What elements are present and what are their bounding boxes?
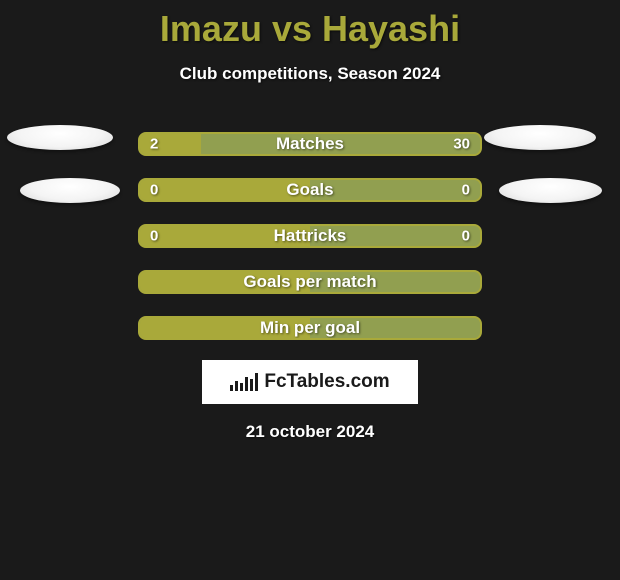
stat-label: Min per goal — [140, 318, 480, 338]
player-oval — [484, 125, 596, 150]
stat-row: Matches2 30 — [138, 132, 482, 156]
stat-bar: Matches2 30 — [138, 132, 482, 156]
stat-left-value: 0 — [150, 228, 158, 245]
stat-row: Goals0 0 — [138, 178, 482, 202]
logo-box: FcTables.com — [202, 360, 418, 404]
stat-right-value: 30 — [453, 136, 470, 153]
page-title: Imazu vs Hayashi — [0, 0, 620, 50]
stat-right-value: 0 — [462, 182, 470, 199]
player-oval — [499, 178, 602, 203]
stat-label: Goals — [140, 180, 480, 200]
logo-text: FcTables.com — [264, 371, 389, 393]
player-oval — [20, 178, 120, 203]
stat-left-value: 2 — [150, 136, 158, 153]
date-text: 21 october 2024 — [0, 422, 620, 442]
stat-label: Hattricks — [140, 226, 480, 246]
stat-bar: Min per goal — [138, 316, 482, 340]
stat-label: Goals per match — [140, 272, 480, 292]
stat-right-value: 0 — [462, 228, 470, 245]
stat-bar: Goals per match — [138, 270, 482, 294]
subtitle: Club competitions, Season 2024 — [0, 64, 620, 84]
stats-area: Matches230Goals00Hattricks00Goals per ma… — [138, 132, 482, 340]
stat-bar: Hattricks0 0 — [138, 224, 482, 248]
stat-row: Min per goal — [138, 316, 482, 340]
comparison-container: Imazu vs Hayashi Club competitions, Seas… — [0, 0, 620, 580]
player-oval — [7, 125, 113, 150]
stat-row: Goals per match — [138, 270, 482, 294]
stat-row: Hattricks0 0 — [138, 224, 482, 248]
stat-left-value: 0 — [150, 182, 158, 199]
bars-icon — [230, 373, 258, 391]
stat-bar: Goals0 0 — [138, 178, 482, 202]
stat-label: Matches — [140, 134, 480, 154]
